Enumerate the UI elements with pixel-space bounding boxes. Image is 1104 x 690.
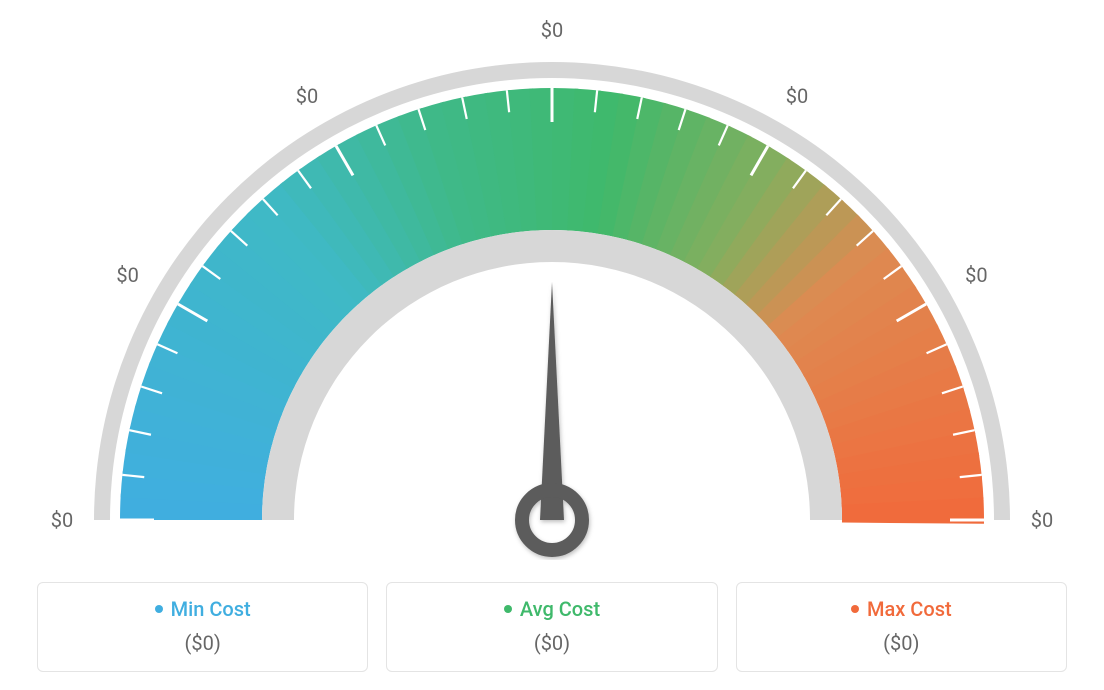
gauge-tick-label: $0 (541, 18, 563, 42)
cost-gauge: $0 $0 $0 $0 $0 $0 $0 (22, 0, 1082, 560)
legend-card-max: Max Cost ($0) (736, 582, 1067, 672)
legend-row: Min Cost ($0) Avg Cost ($0) Max Cost ($0… (37, 582, 1067, 672)
legend-value-min: ($0) (48, 631, 357, 655)
legend-value-avg: ($0) (397, 631, 706, 655)
legend-card-min: Min Cost ($0) (37, 582, 368, 672)
legend-title-max: Max Cost (851, 597, 952, 621)
legend-title-min: Min Cost (155, 597, 251, 621)
gauge-tick-label: $0 (965, 263, 987, 287)
gauge-tick-label: $0 (116, 263, 138, 287)
gauge-tick-label: $0 (786, 84, 808, 108)
legend-dot-min (155, 605, 163, 613)
gauge-svg (22, 0, 1082, 560)
gauge-tick-label: $0 (51, 508, 73, 532)
legend-value-max: ($0) (747, 631, 1056, 655)
legend-card-avg: Avg Cost ($0) (386, 582, 717, 672)
legend-title-avg: Avg Cost (504, 597, 600, 621)
legend-label-avg: Avg Cost (520, 597, 600, 621)
legend-label-max: Max Cost (867, 597, 952, 621)
gauge-tick-label: $0 (1031, 508, 1053, 532)
legend-dot-max (851, 605, 859, 613)
legend-dot-avg (504, 605, 512, 613)
legend-label-min: Min Cost (171, 597, 251, 621)
gauge-tick-label: $0 (296, 84, 318, 108)
